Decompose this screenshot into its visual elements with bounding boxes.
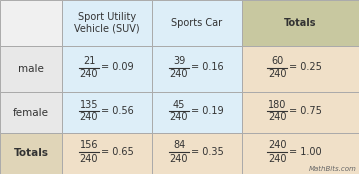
Text: = 0.19: = 0.19 [191,106,224,116]
Text: Totals: Totals [284,18,317,28]
Text: 240: 240 [80,113,98,122]
Text: 21: 21 [83,56,95,66]
Text: = 0.09: = 0.09 [101,62,134,73]
Bar [152,92,242,133]
Text: = 0.16: = 0.16 [191,62,224,73]
Text: male: male [18,64,44,74]
Text: 240: 240 [268,69,286,79]
Text: MathBits.com: MathBits.com [309,166,357,172]
Text: Sport Utility
Vehicle (SUV): Sport Utility Vehicle (SUV) [74,12,140,34]
Text: 45: 45 [173,100,185,109]
Bar [62,0,152,46]
Text: 240: 240 [80,153,98,164]
Bar [62,46,152,92]
Bar [0,46,62,92]
Text: 60: 60 [271,56,283,66]
Text: = 0.56: = 0.56 [101,106,134,116]
Bar [242,46,359,92]
Text: 240: 240 [170,153,188,164]
Bar [152,133,242,174]
Text: 156: 156 [80,140,98,151]
Bar [242,0,359,46]
Text: = 0.65: = 0.65 [101,147,134,157]
Bar [242,133,359,174]
Text: 180: 180 [268,100,286,109]
Text: 84: 84 [173,140,185,151]
Bar [0,133,62,174]
Text: 240: 240 [268,113,286,122]
Text: = 0.35: = 0.35 [191,147,224,157]
Text: = 0.25: = 0.25 [289,62,322,73]
Bar [62,92,152,133]
Text: = 1.00: = 1.00 [289,147,322,157]
Text: Sports Car: Sports Car [172,18,223,28]
Text: = 0.75: = 0.75 [289,106,322,116]
Bar [0,92,62,133]
Text: 240: 240 [268,153,286,164]
Bar [62,133,152,174]
Text: 39: 39 [173,56,185,66]
Text: 240: 240 [268,140,286,151]
Text: 240: 240 [170,113,188,122]
Bar [242,92,359,133]
Text: 240: 240 [80,69,98,79]
Text: 240: 240 [170,69,188,79]
Text: female: female [13,108,49,117]
Bar [152,0,242,46]
Bar [152,46,242,92]
Text: 135: 135 [80,100,98,109]
Text: Totals: Totals [14,148,48,159]
Bar [0,0,62,46]
